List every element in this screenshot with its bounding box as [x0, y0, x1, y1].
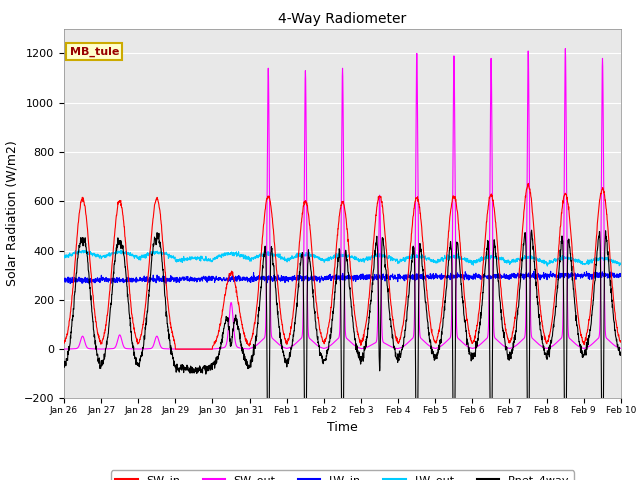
Text: MB_tule: MB_tule: [70, 47, 119, 57]
Title: 4-Way Radiometer: 4-Way Radiometer: [278, 12, 406, 26]
Y-axis label: Solar Radiation (W/m2): Solar Radiation (W/m2): [5, 141, 18, 287]
X-axis label: Time: Time: [327, 420, 358, 433]
Legend: SW_in, SW_out, LW_in, LW_out, Rnet_4way: SW_in, SW_out, LW_in, LW_out, Rnet_4way: [111, 470, 574, 480]
